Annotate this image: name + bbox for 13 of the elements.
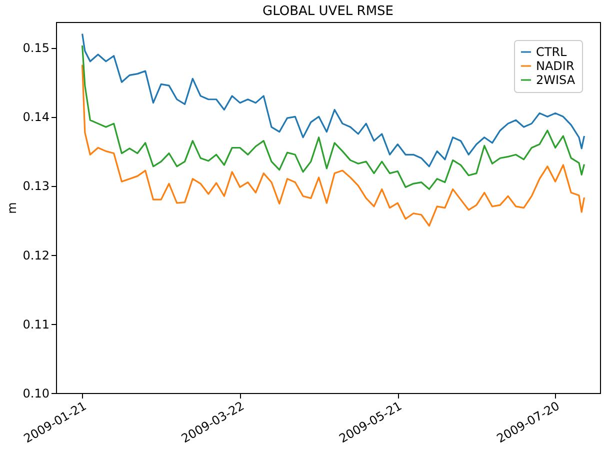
y-axis-title: m [4,202,19,214]
legend-label: 2WISA [536,73,576,87]
y-tick-label: 0.14 [22,110,50,124]
y-tick-label: 0.10 [22,386,50,400]
y-tick-label: 0.12 [22,248,50,262]
legend-label: NADIR [536,59,574,73]
legend-label: CTRL [536,45,568,59]
line-series [81,32,586,168]
y-tick-label: 0.15 [22,41,50,56]
line-series [81,44,586,190]
chart-title: GLOBAL UVEL RMSE [262,4,394,19]
y-tick-label: 0.11 [22,317,50,332]
y-tick-label: 0.13 [22,179,50,194]
